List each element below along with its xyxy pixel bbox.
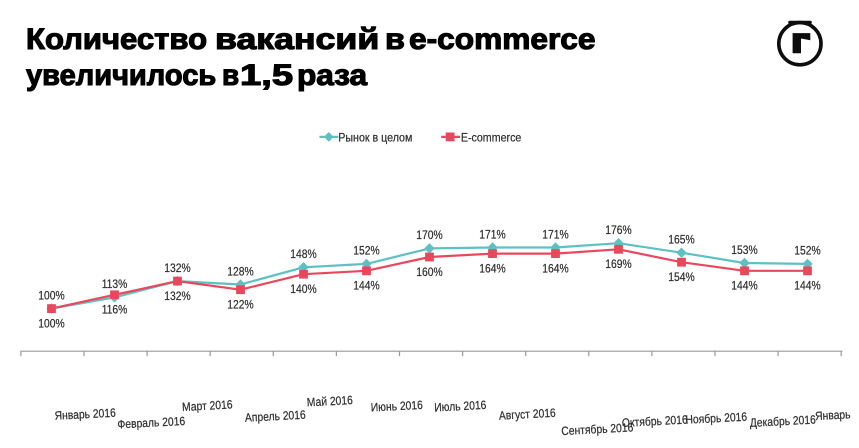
svg-text:176%: 176%: [605, 224, 631, 237]
svg-text:152%: 152%: [794, 245, 820, 258]
svg-text:Октябрь 2016: Октябрь 2016: [622, 414, 688, 430]
svg-text:Сентябрь 2016: Сентябрь 2016: [561, 422, 634, 439]
svg-text:140%: 140%: [290, 283, 316, 296]
svg-text:170%: 170%: [416, 230, 442, 243]
svg-text:100%: 100%: [38, 290, 64, 303]
svg-text:Июль 2016: Июль 2016: [434, 399, 487, 415]
svg-text:Март 2016: Март 2016: [182, 399, 233, 414]
svg-text:144%: 144%: [794, 280, 820, 293]
svg-text:144%: 144%: [353, 280, 379, 293]
svg-text:Январь: Январь: [815, 409, 851, 424]
svg-text:154%: 154%: [668, 271, 694, 284]
svg-text:Ноябрь 2016: Ноябрь 2016: [685, 411, 747, 427]
svg-text:132%: 132%: [164, 290, 190, 303]
svg-text:Январь 2016: Январь 2016: [54, 407, 116, 423]
svg-text:132%: 132%: [164, 262, 190, 275]
svg-text:171%: 171%: [479, 229, 505, 242]
svg-text:Рынок в целом: Рынок в целом: [338, 132, 412, 145]
svg-text:E-commerce: E-commerce: [461, 132, 521, 145]
svg-text:113%: 113%: [102, 279, 128, 292]
svg-text:Август 2016: Август 2016: [499, 407, 556, 423]
svg-text:165%: 165%: [668, 234, 694, 247]
svg-text:Май 2016: Май 2016: [307, 394, 354, 409]
svg-text:128%: 128%: [227, 266, 253, 279]
svg-text:Февраль 2016: Февраль 2016: [117, 415, 185, 431]
svg-text:160%: 160%: [416, 266, 442, 279]
svg-text:116%: 116%: [102, 304, 128, 317]
svg-text:Апрель 2016: Апрель 2016: [245, 409, 306, 425]
svg-text:169%: 169%: [605, 258, 631, 271]
svg-text:153%: 153%: [731, 244, 757, 257]
svg-text:152%: 152%: [353, 245, 379, 258]
svg-text:Декабрь 2016: Декабрь 2016: [750, 414, 817, 430]
svg-text:148%: 148%: [290, 248, 316, 261]
svg-text:144%: 144%: [731, 280, 757, 293]
svg-text:Июнь 2016: Июнь 2016: [371, 399, 424, 415]
svg-text:100%: 100%: [38, 318, 64, 331]
svg-text:122%: 122%: [227, 299, 253, 312]
svg-text:171%: 171%: [542, 229, 568, 242]
svg-text:164%: 164%: [542, 263, 568, 276]
svg-text:164%: 164%: [479, 263, 505, 276]
